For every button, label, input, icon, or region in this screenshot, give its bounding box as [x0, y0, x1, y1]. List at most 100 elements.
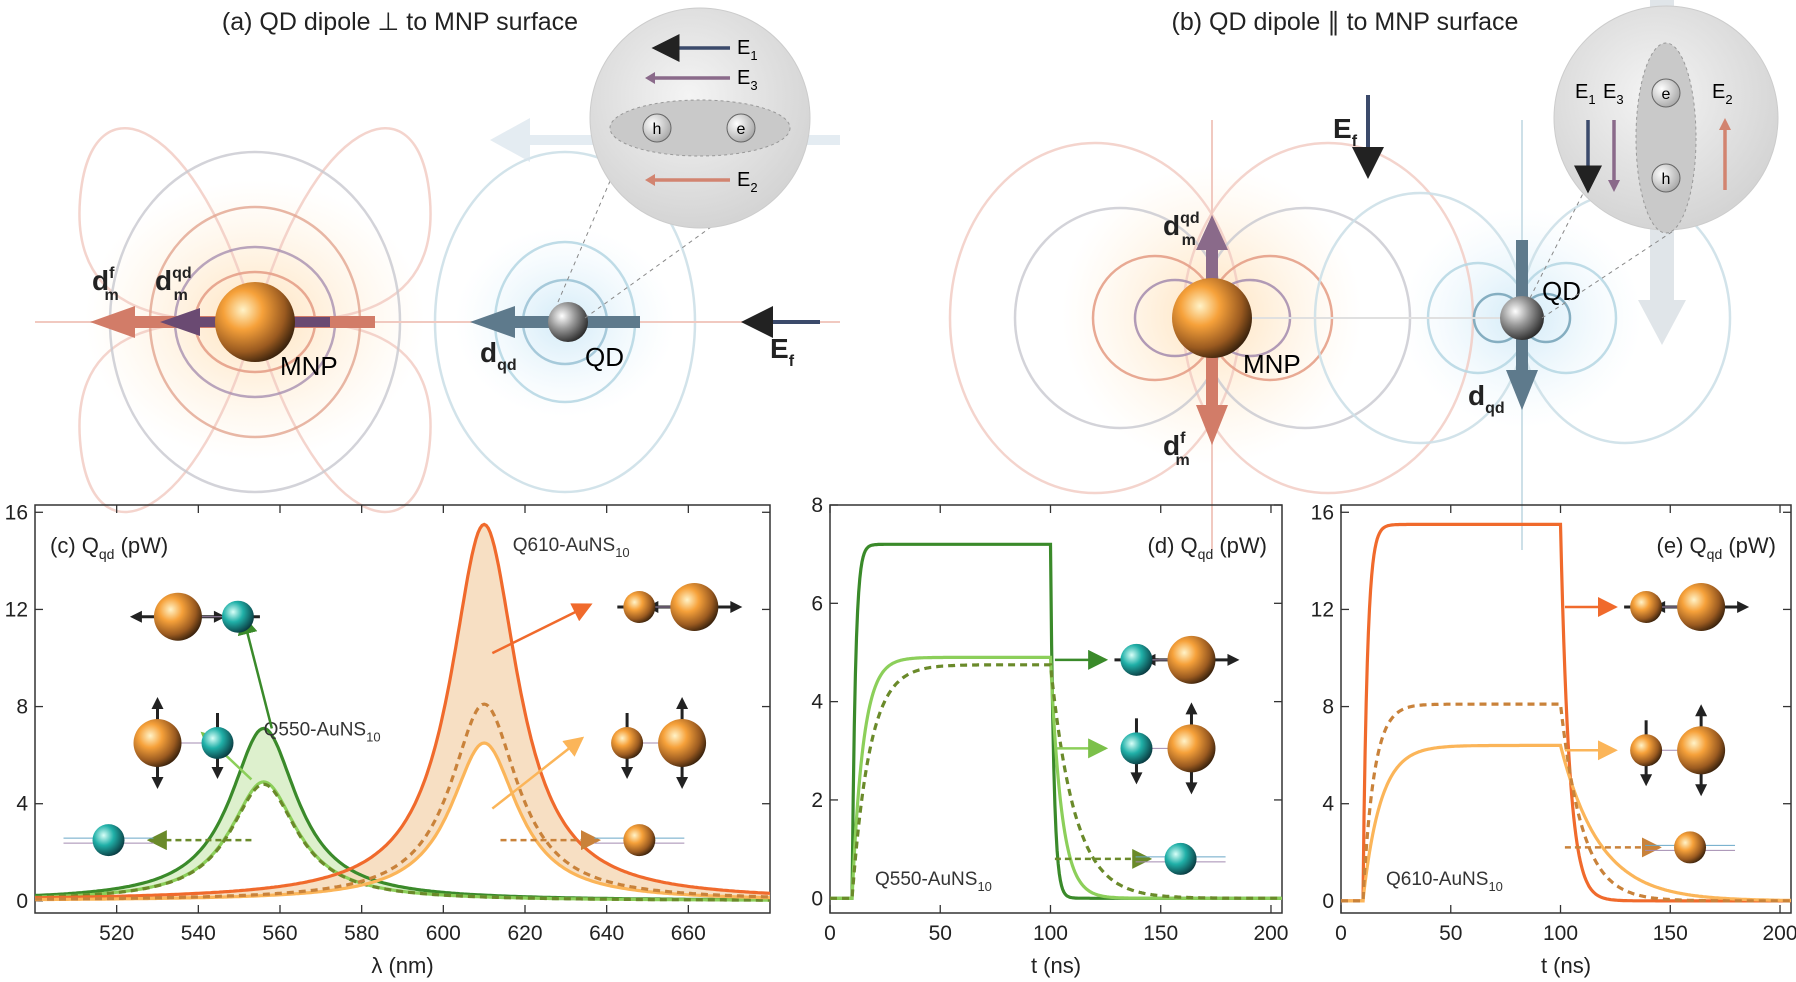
x-tick-label-d: 150	[1143, 922, 1178, 945]
qd-sphere-a	[548, 302, 588, 342]
pair-big-sphere	[1167, 635, 1216, 684]
pair-small-sphere	[1120, 643, 1153, 676]
e2-head-a	[645, 174, 655, 186]
hole-label-b: h	[1662, 171, 1671, 188]
pair-head	[676, 777, 689, 789]
x-axis-label-c: λ (nm)	[371, 953, 433, 978]
x-tick-label-c: 660	[671, 922, 706, 945]
mnp-label-b: MNP	[1243, 349, 1301, 379]
panel-a-title: (a) QD dipole ⊥ to MNP surface	[222, 8, 578, 36]
x-tick-label-d: 0	[824, 922, 836, 945]
e2-head-b	[1719, 118, 1731, 130]
mnp-label-a: MNP	[280, 351, 338, 381]
e3-head-b	[1608, 180, 1620, 192]
pair-big-sphere	[658, 719, 707, 767]
x-tick-label-c: 600	[426, 922, 461, 945]
d-qd-label-b: dqd m	[1163, 210, 1200, 249]
x-tick-label-c: 560	[262, 922, 297, 945]
dqd-label-a: dqd	[480, 337, 517, 374]
pair-small-sphere	[1120, 732, 1153, 765]
x-tick-label-c: 520	[99, 922, 134, 945]
pair-head	[151, 697, 164, 709]
series-line-d-2	[830, 663, 1282, 900]
x-tick-label-c: 640	[589, 922, 624, 945]
series-line-e-2	[1341, 702, 1791, 903]
icon-c-iso-550	[63, 824, 154, 857]
lone-sphere	[1164, 842, 1197, 875]
icon-e-perp	[1624, 583, 1750, 631]
arrow-c-perp-550	[237, 614, 274, 729]
arrow-c-par-610	[491, 736, 585, 810]
series-line-c-4	[35, 741, 770, 902]
y-tick-label-d: 4	[811, 691, 823, 714]
e2-label-b: E2	[1712, 81, 1733, 107]
annotation-d: Q550-AuNS10	[875, 869, 992, 894]
x-tick-label-c: 540	[181, 922, 216, 945]
chart-title-d: (d) Qqd (pW)	[1148, 533, 1267, 562]
pair-big-sphere	[1677, 583, 1726, 631]
annotation-q610-c: Q610-AuNS10	[513, 535, 630, 560]
chart-panel-d: 0 50 100 150 200 0 2 4 6 8 t (ns) (d) Qqd (pW) Q550-…	[811, 494, 1288, 978]
arrow-c-perp-610	[491, 603, 593, 655]
hole-sphere-b	[1651, 163, 1681, 193]
pair-head	[1130, 772, 1143, 785]
hole-label-a: h	[653, 121, 662, 138]
y-tick-label-d: 8	[811, 494, 823, 517]
e3-label-a: E3	[737, 67, 758, 93]
x-axis-label-e: t (ns)	[1541, 953, 1591, 978]
chart-panel-e: 0 50 100 150 200 0 4 8 12 16 t (ns) (e) Qqd (pW) Q61…	[1311, 501, 1796, 978]
pair-head	[621, 767, 634, 779]
y-tick-label-e: 16	[1311, 501, 1334, 524]
series-line-c-2	[34, 782, 770, 902]
e2-label-a: E2	[737, 169, 758, 195]
x-tick-label-c: 620	[507, 922, 542, 945]
mnp-sphere-b	[1172, 278, 1252, 358]
mnp-sphere-a	[215, 282, 295, 362]
plot-frame-d	[829, 504, 1283, 914]
x-axis-label-d: t (ns)	[1031, 953, 1081, 978]
icon-d-iso	[1135, 842, 1226, 875]
icon-d-par	[1120, 702, 1216, 795]
panel-b: (b) QD dipole ∥ to MNP surface	[948, 0, 1779, 550]
x-tick-label-e: 200	[1763, 922, 1796, 945]
x-tick-label-c: 580	[344, 922, 379, 945]
y-tick-label-e: 12	[1311, 598, 1334, 621]
pair-small-sphere	[201, 727, 234, 759]
electron-sphere-b	[1651, 78, 1681, 108]
pair-small-sphere	[1630, 734, 1663, 767]
x-tick-label-e: 50	[1439, 922, 1462, 945]
series-line-d-1	[830, 655, 1282, 900]
y-tick-label-d: 2	[811, 789, 823, 812]
icon-d-perp	[1114, 635, 1240, 684]
pair-small-sphere	[623, 591, 656, 623]
exciton-ellipse-a	[609, 99, 791, 157]
pair-big-sphere	[133, 719, 182, 767]
y-tick-label-e: 8	[1322, 696, 1334, 719]
pair-head	[1185, 782, 1198, 795]
icon-c-par-550	[133, 697, 234, 789]
e3-head-a	[645, 72, 655, 84]
pair-big-sphere	[670, 583, 719, 631]
ef-label-a: Ef	[770, 333, 795, 370]
icon-c-par-610	[611, 697, 707, 789]
pair-big-sphere	[153, 592, 202, 641]
x-tick-label-d: 200	[1253, 922, 1288, 945]
chart-title-e: (e) Qqd (pW)	[1657, 533, 1776, 562]
dqd-label-b: dqd	[1468, 380, 1505, 417]
qd-sphere-b	[1500, 296, 1544, 340]
series-line-e-0	[1341, 522, 1791, 903]
e3-label-b: E3	[1603, 81, 1624, 107]
pair-head	[1695, 704, 1708, 717]
d-qd-arrow-b	[1196, 215, 1228, 300]
y-tick-label-c: 0	[16, 890, 28, 913]
d-f-arrow-b	[1196, 340, 1228, 445]
e1-label-b: E1	[1575, 81, 1596, 107]
ef-label-b: Ef	[1333, 113, 1358, 150]
x-tick-label-e: 150	[1653, 922, 1688, 945]
panel-a: (a) QD dipole ⊥ to MNP surface	[35, 7, 840, 514]
y-tick-label-c: 12	[5, 598, 28, 621]
qd-label-b: QD	[1542, 276, 1581, 306]
x-tick-label-e: 0	[1335, 922, 1347, 945]
lone-sphere	[623, 824, 656, 857]
